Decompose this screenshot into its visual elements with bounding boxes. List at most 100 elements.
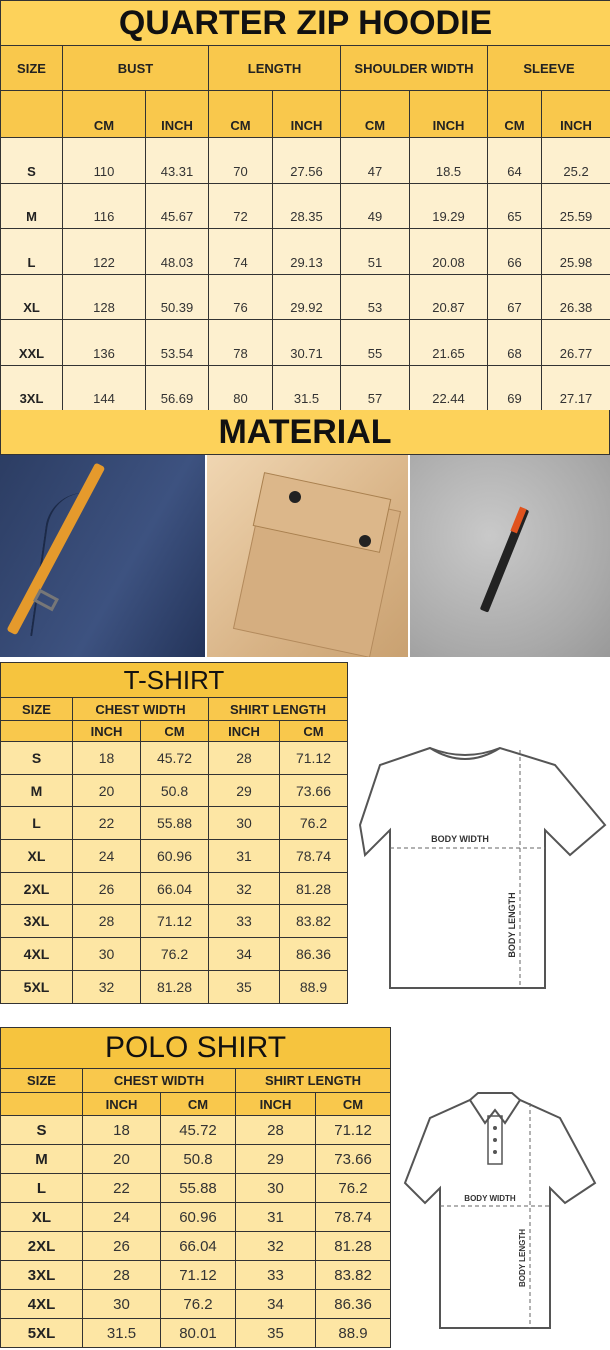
value-cell: 76: [208, 273, 273, 320]
unit-header: CM: [140, 720, 209, 742]
value-cell: 55.88: [160, 1173, 236, 1203]
unit-header: CM: [160, 1092, 236, 1116]
value-cell: 48.03: [145, 228, 209, 275]
value-cell: 122: [62, 228, 146, 275]
value-cell: 20: [72, 773, 141, 808]
value-cell: 21.65: [409, 319, 488, 366]
value-cell: 26: [72, 871, 141, 906]
value-cell: 88.9: [279, 969, 348, 1004]
polo-body-length-label: BODY LENGTH: [518, 1229, 527, 1287]
unit-header: INCH: [272, 90, 341, 138]
value-cell: 136: [62, 319, 146, 366]
size-cell: XL: [0, 273, 63, 320]
unit-header: INCH: [235, 1092, 316, 1116]
value-cell: 86.36: [279, 937, 348, 971]
size-cell: 3XL: [0, 904, 73, 939]
value-cell: 71.12: [160, 1260, 236, 1290]
size-cell: XL: [0, 1202, 83, 1232]
value-cell: 28: [82, 1260, 161, 1290]
unit-header: CM: [340, 90, 410, 138]
value-cell: 78.74: [314, 1202, 392, 1232]
column-group-header: CHEST WIDTH: [82, 1068, 236, 1093]
value-cell: 28: [208, 741, 280, 775]
value-cell: 73.66: [279, 773, 348, 808]
unit-header-blank: [0, 1092, 83, 1116]
value-cell: 34: [235, 1289, 316, 1319]
value-cell: 78: [208, 319, 273, 366]
table-row: XL 128 50.39 76 29.92 53 20.87 67 26.38: [0, 273, 610, 320]
size-cell: S: [0, 137, 63, 184]
value-cell: 18: [72, 741, 141, 775]
value-cell: 76.2: [160, 1289, 236, 1319]
value-cell: 47: [340, 137, 410, 184]
value-cell: 31.5: [272, 364, 341, 411]
column-group-header: SLEEVE: [486, 45, 610, 91]
unit-header: CM: [487, 90, 542, 138]
unit-header-blank: [0, 720, 73, 742]
column-group-header: SHOULDER WIDTH: [340, 45, 488, 91]
value-cell: 55: [340, 319, 410, 366]
tshirt-body-width-label: BODY WIDTH: [431, 834, 489, 844]
unit-header: INCH: [72, 720, 141, 742]
column-group-header: LENGTH: [208, 45, 341, 91]
value-cell: 65: [487, 182, 542, 229]
value-cell: 78.74: [279, 839, 348, 873]
value-cell: 60.96: [160, 1202, 236, 1232]
value-cell: 76.2: [279, 806, 348, 841]
value-cell: 35: [235, 1318, 316, 1348]
table-row: S 110 43.31 70 27.56 47 18.5 64 25.2: [0, 137, 610, 184]
value-cell: 22: [72, 806, 141, 841]
unit-header-blank: [0, 90, 63, 138]
value-cell: 43.31: [145, 137, 209, 184]
value-cell: 81.28: [140, 969, 209, 1004]
size-cell: S: [0, 1115, 83, 1145]
tshirt-title: T-SHIRT: [0, 662, 348, 698]
value-cell: 69: [487, 364, 542, 411]
value-cell: 27.17: [540, 364, 610, 411]
value-cell: 29: [235, 1144, 316, 1174]
size-cell: S: [0, 741, 73, 775]
value-cell: 31: [208, 839, 280, 873]
value-cell: 32: [72, 969, 141, 1004]
unit-header: CM: [62, 90, 146, 138]
value-cell: 60.96: [140, 839, 209, 873]
value-cell: 80: [208, 364, 273, 411]
polo-diagram: BODY WIDTH BODY LENGTH: [403, 1092, 597, 1329]
value-cell: 22.44: [409, 364, 488, 411]
size-header: SIZE: [0, 697, 73, 721]
value-cell: 45.67: [145, 182, 209, 229]
value-cell: 53: [340, 273, 410, 320]
unit-header: CM: [208, 90, 273, 138]
column-group-header: CHEST WIDTH: [72, 697, 209, 721]
size-cell: M: [0, 1144, 83, 1174]
value-cell: 56.69: [145, 364, 209, 411]
table-row: 3XL 144 56.69 80 31.5 57 22.44 69 27.17: [0, 364, 610, 411]
table-row: 5XL 31.5 80.01 35 88.9: [0, 1318, 392, 1348]
navy-fabric-photo: [0, 455, 205, 657]
value-cell: 20.87: [409, 273, 488, 320]
table-row: S 18 45.72 28 71.12: [0, 741, 348, 775]
value-cell: 76.2: [140, 937, 209, 971]
value-cell: 74: [208, 228, 273, 275]
value-cell: 55.88: [140, 806, 209, 841]
value-cell: 20.08: [409, 228, 488, 275]
value-cell: 18.5: [409, 137, 488, 184]
value-cell: 71.12: [279, 741, 348, 775]
value-cell: 30: [235, 1173, 316, 1203]
value-cell: 28: [72, 904, 141, 939]
size-header: SIZE: [0, 1068, 83, 1093]
size-cell: L: [0, 1173, 83, 1203]
value-cell: 31: [235, 1202, 316, 1232]
table-row: M 116 45.67 72 28.35 49 19.29 65 25.59: [0, 182, 610, 229]
table-row: M 20 50.8 29 73.66: [0, 1144, 392, 1174]
value-cell: 83.82: [279, 904, 348, 939]
value-cell: 18: [82, 1115, 161, 1145]
value-cell: 116: [62, 182, 146, 229]
value-cell: 26.77: [540, 319, 610, 366]
size-cell: XXL: [0, 319, 63, 366]
table-row: XL 24 60.96 31 78.74: [0, 839, 348, 873]
value-cell: 53.54: [145, 319, 209, 366]
table-row: 2XL 26 66.04 32 81.28: [0, 1231, 392, 1261]
value-cell: 64: [487, 137, 542, 184]
value-cell: 50.8: [140, 773, 209, 808]
